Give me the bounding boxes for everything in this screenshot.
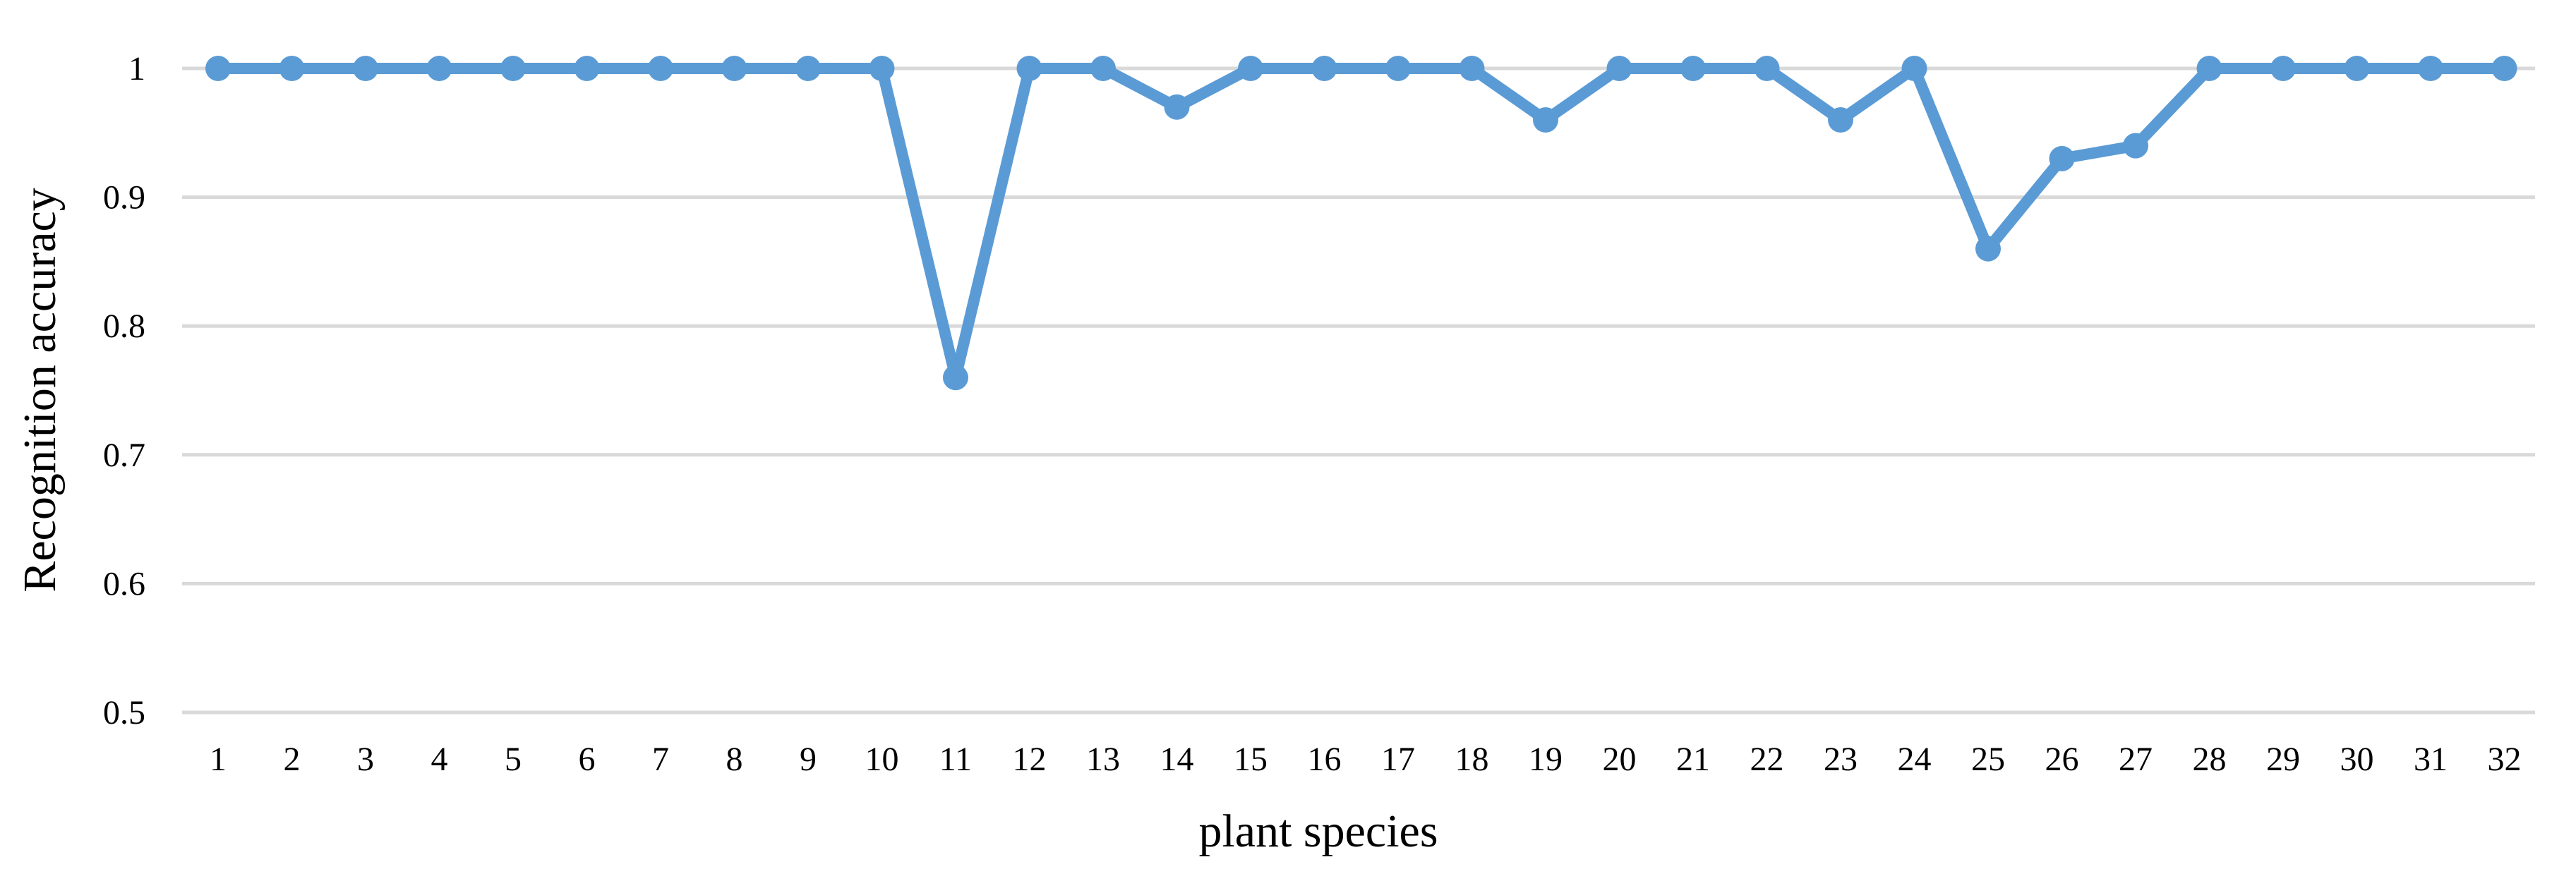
- series-line: [212, 63, 2510, 384]
- series-layer: [205, 56, 2517, 391]
- x-tick-label: 23: [1824, 741, 1858, 778]
- data-point: [1385, 56, 1411, 81]
- gridlines: [182, 66, 2535, 715]
- x-tick-label: 24: [1898, 741, 1932, 778]
- data-point: [426, 56, 452, 81]
- y-tick-label: 0.7: [103, 437, 145, 474]
- x-tick-label: 3: [357, 741, 374, 778]
- x-tick-label: 11: [939, 741, 972, 778]
- x-tick-label: 21: [1676, 741, 1710, 778]
- data-point: [2196, 56, 2222, 81]
- x-tick-label: 30: [2340, 741, 2374, 778]
- data-point: [2049, 145, 2075, 171]
- x-tick-label: 19: [1529, 741, 1563, 778]
- y-axis-title: Recognition accuracy: [14, 188, 66, 593]
- data-point: [2491, 56, 2517, 81]
- x-tick-label: 8: [726, 741, 743, 778]
- data-point: [943, 365, 968, 391]
- x-axis-title: plant species: [1198, 806, 1438, 857]
- data-point: [1016, 56, 1042, 81]
- data-point: [205, 56, 231, 81]
- data-point: [2270, 56, 2296, 81]
- data-point: [648, 56, 673, 81]
- x-tick-label: 2: [284, 741, 301, 778]
- x-tick-label: 27: [2119, 741, 2153, 778]
- x-tick-label: 10: [865, 741, 899, 778]
- x-tick-label: 25: [1971, 741, 2005, 778]
- data-point: [1238, 56, 1263, 81]
- y-tick-label: 0.8: [103, 308, 145, 345]
- x-tick-label: 17: [1381, 741, 1415, 778]
- data-point: [574, 56, 600, 81]
- data-point: [1975, 236, 2001, 262]
- data-point: [500, 56, 526, 81]
- data-point: [279, 56, 305, 81]
- data-point: [1901, 56, 1927, 81]
- x-tick-label: 5: [505, 741, 522, 778]
- y-tick-labels: 0.5 0.6 0.7 0.8 0.9 1: [103, 50, 145, 731]
- data-point: [1090, 56, 1116, 81]
- data-point: [1606, 56, 1632, 81]
- x-tick-label: 31: [2414, 741, 2448, 778]
- y-tick-label: 0.9: [103, 179, 145, 217]
- y-tick-label: 1: [128, 50, 145, 87]
- x-tick-label: 12: [1013, 741, 1047, 778]
- data-point: [1164, 94, 1190, 120]
- x-tick-label: 13: [1086, 741, 1120, 778]
- data-point: [795, 56, 821, 81]
- x-tick-label: 29: [2266, 741, 2300, 778]
- x-tick-label: 6: [579, 741, 596, 778]
- x-tick-label: 28: [2193, 741, 2227, 778]
- data-point: [1533, 107, 1558, 133]
- x-tick-label: 22: [1750, 741, 1784, 778]
- x-tick-label: 9: [800, 741, 817, 778]
- x-tick-label: 16: [1308, 741, 1342, 778]
- x-tick-label: 14: [1160, 741, 1194, 778]
- x-tick-label: 26: [2045, 741, 2079, 778]
- x-tick-label: 15: [1234, 741, 1268, 778]
- x-tick-labels: 1 2 3 4 5 6 7 8 9 10 11 12 13 14 15 16 17 18 19 20 21 22 23 24 2…: [210, 741, 2522, 778]
- x-tick-label: 4: [431, 741, 448, 778]
- x-tick-label: 1: [210, 741, 227, 778]
- y-tick-label: 0.6: [103, 565, 145, 602]
- x-tick-label: 20: [1603, 741, 1637, 778]
- data-point: [1311, 56, 1337, 81]
- data-point: [2418, 56, 2443, 81]
- data-point: [1754, 56, 1780, 81]
- x-tick-label: 18: [1455, 741, 1489, 778]
- x-tick-label: 7: [652, 741, 669, 778]
- y-tick-label: 0.5: [103, 694, 145, 731]
- x-tick-label: 32: [2488, 741, 2522, 778]
- data-point: [2344, 56, 2370, 81]
- data-point: [721, 56, 747, 81]
- data-point: [1459, 56, 1485, 81]
- data-point: [2123, 133, 2148, 159]
- data-point: [869, 56, 895, 81]
- data-point: [1828, 107, 1853, 133]
- data-point: [1680, 56, 1706, 81]
- data-point: [353, 56, 378, 81]
